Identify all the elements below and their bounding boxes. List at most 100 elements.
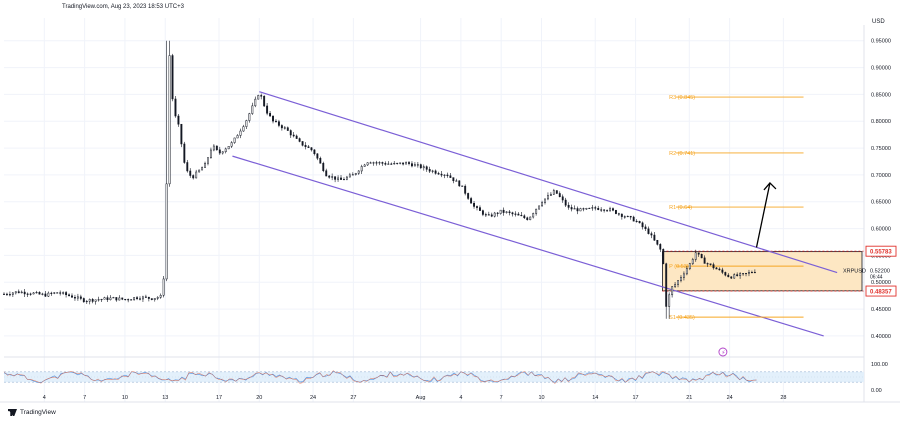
candle-body <box>570 207 573 210</box>
candle-body <box>588 207 591 210</box>
candle-body <box>215 145 218 151</box>
candle-body <box>325 170 328 177</box>
candle-body <box>82 298 85 303</box>
candle-body <box>165 183 168 280</box>
candle-body <box>499 209 502 214</box>
candle-body <box>517 213 520 216</box>
candle-body <box>378 162 381 164</box>
candle-body <box>724 272 727 276</box>
candle-body <box>100 298 103 301</box>
candle-body <box>59 292 62 294</box>
candle-body <box>35 292 38 294</box>
candle-body <box>467 193 470 199</box>
candle-body <box>440 173 443 176</box>
time-tick-label: 24 <box>310 395 316 401</box>
candle-body <box>139 298 141 300</box>
candle-body <box>295 135 298 139</box>
candle-body <box>195 171 198 179</box>
candle-body <box>709 263 712 265</box>
candle-body <box>153 298 156 300</box>
candle-body <box>357 170 360 174</box>
candle-body <box>112 297 115 299</box>
candle-body <box>470 198 473 204</box>
candle-body <box>79 296 82 299</box>
candle-body <box>703 257 706 264</box>
candle-body <box>644 226 647 230</box>
candle-body <box>254 98 257 107</box>
price-tick-label: 0.60000 <box>871 227 891 233</box>
candle-body <box>659 244 662 250</box>
candle-body <box>431 170 434 172</box>
candle-body <box>632 216 635 222</box>
candle-body <box>638 220 641 224</box>
candle-body <box>567 204 570 208</box>
time-tick-label: 14 <box>592 395 598 401</box>
candle-body <box>617 213 620 215</box>
candle-body <box>6 293 8 295</box>
candle-body <box>103 297 106 300</box>
tradingview-logo-icon <box>8 409 17 416</box>
current-price: 0.52200 <box>870 268 890 274</box>
candle-body <box>251 105 254 114</box>
candle-body <box>127 299 130 301</box>
rsi-tick-label: 0.00 <box>871 388 882 394</box>
candle-body <box>490 214 493 217</box>
price-axis[interactable]: 0.95000 0.90000 0.85000 0.80000 0.75000 0.700… <box>843 25 897 402</box>
candle-body <box>109 297 112 301</box>
pivot-label: R3 (0.845) <box>669 95 695 101</box>
candle-body <box>700 253 703 259</box>
candle-body <box>298 138 301 142</box>
candle-body <box>343 179 345 181</box>
candle-body <box>38 292 41 295</box>
rsi-tick-label: 100.00 <box>871 362 888 368</box>
candle-body <box>408 162 410 164</box>
price-tick-label: 0.85000 <box>871 92 891 98</box>
candle-body <box>473 203 475 207</box>
candle-body <box>582 208 585 210</box>
candle-body <box>375 162 378 164</box>
candle-body <box>26 293 29 295</box>
candle-body <box>455 180 458 182</box>
candle-body <box>257 95 260 100</box>
candle-body <box>685 268 688 275</box>
candle-body <box>94 299 97 302</box>
time-tick-label: 4 <box>43 395 46 401</box>
candle-body <box>479 207 481 211</box>
current-price-bg <box>866 266 896 275</box>
pivot-label: S1 (0.435) <box>669 315 695 321</box>
candle-body <box>65 292 68 296</box>
candle-body <box>612 208 614 211</box>
candle-body <box>745 272 747 275</box>
candle-body <box>14 291 17 294</box>
candle-body <box>136 297 138 299</box>
candle-body <box>331 176 334 178</box>
candle-body <box>641 222 644 228</box>
candle-body <box>706 263 709 265</box>
candle-body <box>688 263 691 270</box>
candle-body <box>585 207 588 210</box>
candle-body <box>694 252 697 260</box>
candle-body <box>227 146 230 150</box>
candle-body <box>396 162 399 165</box>
candle-body <box>62 292 65 294</box>
candle-body <box>609 208 611 211</box>
candle-body <box>47 292 50 297</box>
candle-body <box>552 190 555 195</box>
candle-body <box>674 284 677 287</box>
candle-body <box>487 214 490 216</box>
candle-body <box>443 174 446 176</box>
candle-body <box>576 208 579 212</box>
candle-body <box>393 162 396 165</box>
candle-body <box>387 163 390 165</box>
time-axis[interactable]: 4 7 10 13 17 20 24 27 Aug 4 7 10 14 17 21 24 28 <box>0 395 900 403</box>
candle-body <box>74 297 76 299</box>
candle-body <box>650 233 653 236</box>
candle-body <box>118 297 121 301</box>
candle-body <box>496 212 499 214</box>
candle-body <box>538 205 541 210</box>
price-tick-label: 0.45000 <box>871 307 891 313</box>
candle-body <box>150 298 153 300</box>
candle-body <box>437 173 440 175</box>
candle-body <box>748 272 750 274</box>
